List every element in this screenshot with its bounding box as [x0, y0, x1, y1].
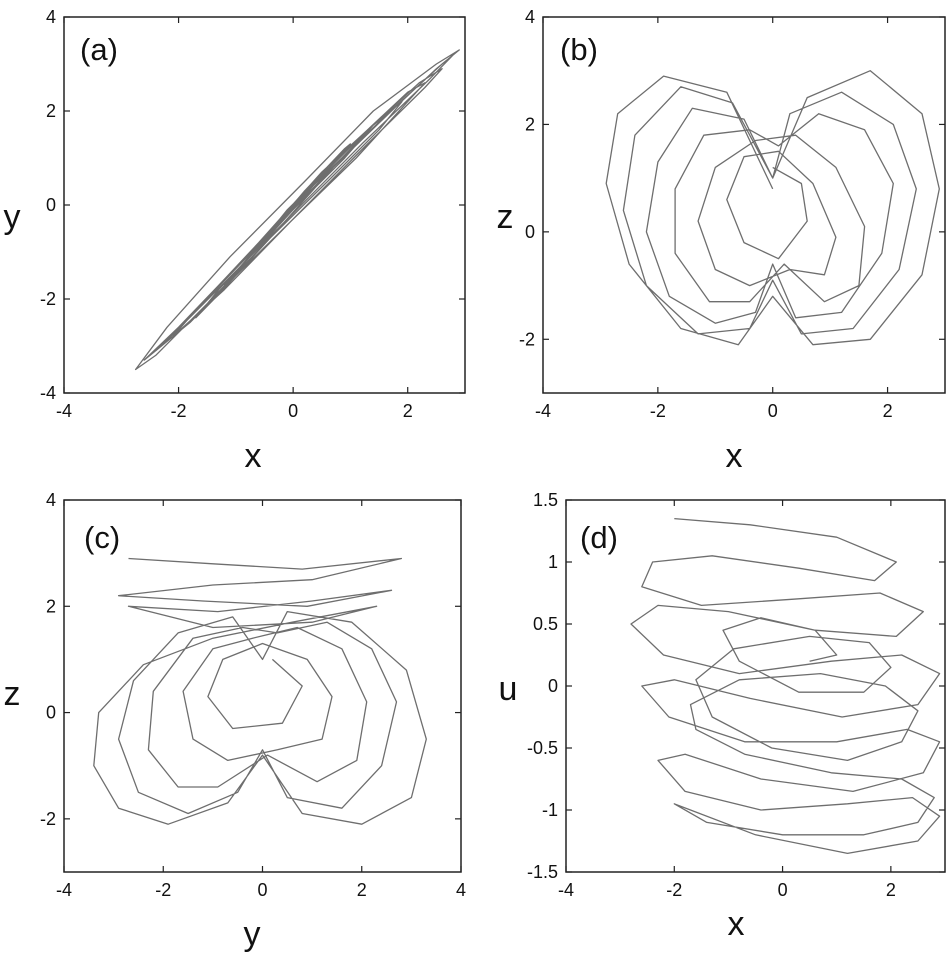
panel-d-label: (d)	[580, 520, 618, 555]
panel-a-x-tick-label: -4	[56, 401, 72, 421]
panel-d-y-tick-label: 1.5	[533, 490, 558, 510]
panel-b-y-axis-label: z	[497, 198, 514, 236]
panel-a-x-axis-label: x	[245, 437, 262, 475]
panel-d-y-tick-label: 0.5	[533, 614, 558, 634]
panel-c-x-tick-label: 2	[357, 880, 367, 900]
panel-c-x-tick-label: 4	[456, 880, 466, 900]
panel-c-y-tick-label: -2	[40, 809, 56, 829]
panel-b-y-tick-label: 2	[525, 114, 535, 134]
panel-c-y-tick-label: 2	[46, 596, 56, 616]
panel-b-y-tick-label: -2	[519, 329, 535, 349]
panel-d-x-axis-label: x	[728, 905, 745, 943]
panel-c-label: (c)	[84, 520, 120, 555]
panel-c-x-tick-label: 0	[257, 880, 267, 900]
panel-b-x-tick-label: 0	[768, 401, 778, 421]
panel-b-x-tick-label: -4	[535, 401, 551, 421]
panel-c-y-tick-label: 0	[46, 703, 56, 723]
panel-a-x-tick-label: -2	[171, 401, 187, 421]
panel-a-x-tick-label: 0	[288, 401, 298, 421]
panel-d-y-tick-label: -1.5	[527, 862, 558, 882]
panel-b-x-axis-label: x	[726, 437, 743, 475]
panel-a-y-tick-label: -2	[40, 289, 56, 309]
panel-c-x-tick-label: -4	[56, 880, 72, 900]
panel-c-x-axis-label: y	[244, 915, 261, 953]
panel-a-label: (a)	[80, 32, 118, 67]
panel-d-x-tick-label: 2	[886, 880, 896, 900]
panel-d-y-axis-label: u	[499, 670, 518, 708]
panel-d-y-tick-label: 0	[548, 676, 558, 696]
panel-a-y-tick-label: 0	[46, 195, 56, 215]
panel-a-y-tick-label: 4	[46, 7, 56, 27]
panel-c-x-tick-label: -2	[155, 880, 171, 900]
panel-d-y-tick-label: -1	[542, 800, 558, 820]
panel-d-x-tick-label: 0	[778, 880, 788, 900]
panel-a-y-axis-label: y	[4, 198, 21, 236]
panel-b-y-tick-label: 4	[525, 7, 535, 27]
panel-c-y-axis-label: z	[4, 675, 21, 713]
panel-b-x-tick-label: -2	[650, 401, 666, 421]
panel-c-y-tick-label: 4	[46, 490, 56, 510]
panel-d-y-tick-label: 1	[548, 552, 558, 572]
panel-d-x-tick-label: -4	[558, 880, 574, 900]
panel-a-y-tick-label: 2	[46, 101, 56, 121]
panel-a-y-tick-label: -4	[40, 383, 56, 403]
panel-b-label: (b)	[560, 32, 598, 67]
panel-a-x-tick-label: 2	[403, 401, 413, 421]
panel-d-y-tick-label: -0.5	[527, 738, 558, 758]
panel-b-y-tick-label: 0	[525, 222, 535, 242]
panel-b-x-tick-label: 2	[883, 401, 893, 421]
panel-d-x-tick-label: -2	[666, 880, 682, 900]
